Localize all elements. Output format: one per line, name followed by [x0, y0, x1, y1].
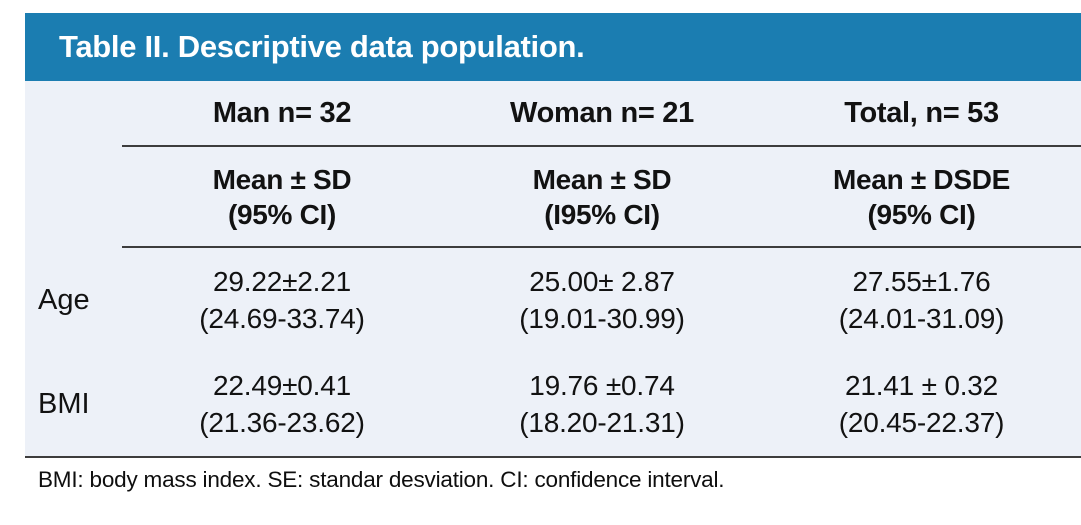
column-header-man: Man n= 32 [122, 81, 442, 147]
table-body: Man n= 32 Woman n= 21 Total, n= 53 Mean … [25, 81, 1081, 458]
stat-header-line: (I95% CI) [544, 198, 660, 230]
cell-ci: (18.20-21.31) [519, 407, 685, 438]
cell-ci: (19.01-30.99) [519, 303, 685, 334]
row-label-age: Age [38, 283, 90, 316]
cell-value: 22.49±0.41 [213, 370, 351, 401]
stat-header-woman: Mean ± SD (I95% CI) [442, 147, 762, 248]
cell-ci: (21.36-23.62) [199, 407, 365, 438]
cell-bmi-total: 21.41 ± 0.32 (20.45-22.37) [762, 352, 1081, 456]
stat-header-total: Mean ± DSDE (95% CI) [762, 147, 1081, 248]
cell-bmi-man: 22.49±0.41 (21.36-23.62) [122, 352, 442, 456]
table-title-bar: Table II. Descriptive data population. [25, 13, 1081, 81]
cell-ci: (24.69-33.74) [199, 303, 365, 334]
cell-ci: (24.01-31.09) [838, 303, 1005, 334]
corner-cell [25, 147, 122, 248]
stat-header-line: Mean ± SD [212, 163, 352, 195]
corner-cell [25, 81, 122, 147]
stat-header-line: (95% CI) [867, 198, 976, 230]
stat-header-line: (95% CI) [227, 198, 337, 230]
cell-age-woman: 25.00± 2.87 (19.01-30.99) [442, 248, 762, 352]
row-label-bmi: BMI [38, 387, 90, 420]
cell-value: 29.22±2.21 [213, 266, 351, 297]
cell-bmi-woman: 19.76 ±0.74 (18.20-21.31) [442, 352, 762, 456]
stat-header-man: Mean ± SD (95% CI) [122, 147, 442, 248]
table-title: Table II. Descriptive data population. [59, 29, 585, 64]
stat-header-line: Mean ± DSDE [833, 163, 1010, 195]
cell-age-total: 27.55±1.76 (24.01-31.09) [762, 248, 1081, 352]
stat-header-line: Mean ± SD [532, 163, 672, 195]
table-footnote: BMI: body mass index. SE: standar desvia… [38, 467, 725, 492]
column-header-woman: Woman n= 21 [442, 81, 762, 147]
cell-value: 21.41 ± 0.32 [844, 370, 999, 401]
cell-value: 19.76 ±0.74 [529, 370, 675, 401]
cell-value: 25.00± 2.87 [529, 266, 675, 297]
cell-value: 27.55±1.76 [852, 266, 991, 297]
cell-age-man: 29.22±2.21 (24.69-33.74) [122, 248, 442, 352]
cell-ci: (20.45-22.37) [838, 407, 1005, 438]
column-header-total: Total, n= 53 [762, 81, 1081, 147]
